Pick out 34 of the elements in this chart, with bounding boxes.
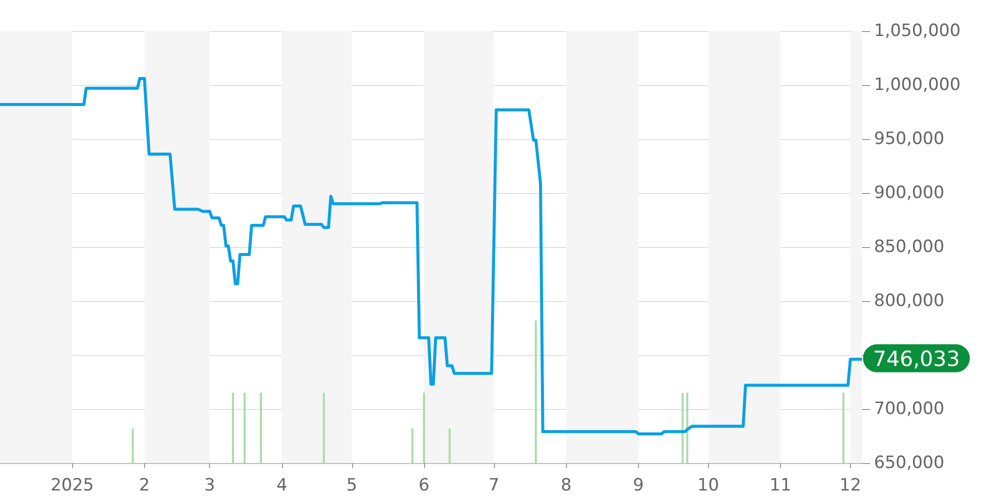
y-tick-label: 650,000 <box>874 453 944 473</box>
x-tick-label: 10 <box>697 476 720 496</box>
bar <box>232 392 234 463</box>
bar <box>682 392 684 463</box>
y-tick-label: 700,000 <box>874 399 944 419</box>
x-tick-label: 2025 <box>50 476 94 496</box>
x-tick-label: 12 <box>840 476 862 496</box>
y-tick-label: 900,000 <box>874 183 944 203</box>
x-tick-label: 11 <box>770 476 792 496</box>
text: 746,033 <box>873 346 960 371</box>
x-tick-label: 8 <box>560 476 572 496</box>
x-tick-label: 4 <box>276 476 288 496</box>
bar <box>411 428 414 463</box>
y-tick-label: 1,050,000 <box>874 21 961 41</box>
bar <box>132 428 134 463</box>
x-tick-label: 6 <box>418 476 430 496</box>
y-tick-label: 950,000 <box>874 129 944 149</box>
bar <box>448 428 451 463</box>
bar <box>260 392 262 463</box>
bar <box>686 392 688 463</box>
bar <box>842 392 844 463</box>
y-tick-label: 800,000 <box>874 291 944 311</box>
x-tick-label: 7 <box>488 476 500 496</box>
x-tick-label: 5 <box>346 476 358 496</box>
bar <box>322 392 325 463</box>
bar <box>534 320 537 463</box>
x-tick-label: 2 <box>139 476 150 496</box>
y-tick-label: 850,000 <box>874 237 944 257</box>
bar <box>423 392 426 463</box>
bar <box>244 392 246 463</box>
y-tick-label: 1,000,000 <box>874 75 961 95</box>
x-tick-label: 9 <box>632 476 644 496</box>
x-tick-label: 3 <box>204 476 216 496</box>
line-series <box>0 77 864 436</box>
